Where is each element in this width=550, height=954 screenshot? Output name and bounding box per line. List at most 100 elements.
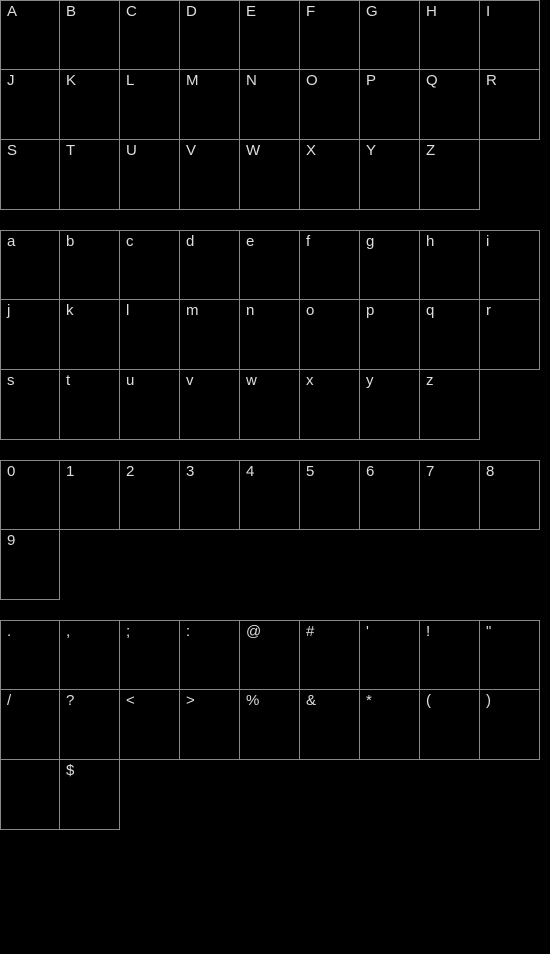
glyph-label: b [66,234,74,249]
glyph-label: T [66,143,75,158]
glyph-label: 3 [186,464,194,479]
glyph-label: K [66,73,76,88]
glyph-label: ( [426,693,431,708]
glyph-label: 6 [366,464,374,479]
glyph-cell [0,760,60,830]
section-uppercase: ABCDEFGHIJKLMNOPQRSTUVWXYZ [0,0,550,210]
glyph-label: Z [426,143,435,158]
glyph-label: W [246,143,260,158]
section-lowercase: abcdefghijklmnopqrstuvwxyz [0,230,550,440]
character-map: ABCDEFGHIJKLMNOPQRSTUVWXYZabcdefghijklmn… [0,0,550,830]
glyph-label: t [66,373,70,388]
glyph-label: p [366,303,374,318]
glyph-cell: A [0,0,60,70]
glyph-cell: y [360,370,420,440]
glyph-label: 1 [66,464,74,479]
glyph-cell: G [360,0,420,70]
glyph-cell: Z [420,140,480,210]
glyph-label: C [126,4,137,19]
glyph-label: f [306,234,310,249]
glyph-cell: K [60,70,120,140]
glyph-cell: d [180,230,240,300]
glyph-cell: * [360,690,420,760]
glyph-label: 8 [486,464,494,479]
glyph-cell: ' [360,620,420,690]
glyph-cell: e [240,230,300,300]
glyph-cell: I [480,0,540,70]
glyph-cell: ) [480,690,540,760]
glyph-label: d [186,234,194,249]
glyph-label: . [7,624,11,639]
glyph-cell: x [300,370,360,440]
glyph-cell: t [60,370,120,440]
glyph-cell: ( [420,690,480,760]
glyph-label: M [186,73,199,88]
glyph-label: H [426,4,437,19]
glyph-cell: N [240,70,300,140]
glyph-cell: D [180,0,240,70]
glyph-label: E [246,4,256,19]
glyph-cell: o [300,300,360,370]
glyph-cell: j [0,300,60,370]
glyph-cell: h [420,230,480,300]
glyph-label: J [7,73,15,88]
glyph-label: 9 [7,533,15,548]
glyph-label: $ [66,763,74,778]
glyph-cell: B [60,0,120,70]
glyph-cell: 4 [240,460,300,530]
glyph-label: / [7,693,11,708]
glyph-cell: ! [420,620,480,690]
glyph-cell: L [120,70,180,140]
glyph-cell: . [0,620,60,690]
glyph-label: w [246,373,257,388]
glyph-cell: , [60,620,120,690]
glyph-cell: S [0,140,60,210]
glyph-cell: C [120,0,180,70]
glyph-cell: : [180,620,240,690]
glyph-label: I [486,4,490,19]
glyph-label: L [126,73,134,88]
glyph-label: > [186,693,195,708]
glyph-label: N [246,73,257,88]
glyph-label: ? [66,693,74,708]
glyph-cell: c [120,230,180,300]
glyph-label: h [426,234,434,249]
glyph-label: s [7,373,15,388]
glyph-label: F [306,4,315,19]
glyph-cell: b [60,230,120,300]
glyph-label: v [186,373,194,388]
glyph-cell: U [120,140,180,210]
glyph-label: & [306,693,316,708]
glyph-label: 4 [246,464,254,479]
glyph-label: @ [246,624,261,639]
glyph-label: j [7,303,10,318]
glyph-label: , [66,624,70,639]
glyph-label: X [306,143,316,158]
glyph-cell: 7 [420,460,480,530]
glyph-cell: " [480,620,540,690]
glyph-cell: w [240,370,300,440]
glyph-label: g [366,234,374,249]
glyph-label: ) [486,693,491,708]
glyph-cell: P [360,70,420,140]
glyph-label: y [366,373,374,388]
glyph-label: U [126,143,137,158]
glyph-label: e [246,234,254,249]
glyph-cell: a [0,230,60,300]
glyph-label: P [366,73,376,88]
glyph-cell: 0 [0,460,60,530]
glyph-cell: p [360,300,420,370]
glyph-cell: / [0,690,60,760]
glyph-cell: 2 [120,460,180,530]
glyph-cell: T [60,140,120,210]
glyph-label: * [366,693,372,708]
glyph-cell: O [300,70,360,140]
section-symbols: .,;:@#'!"/?<>%&*()$ [0,620,550,830]
glyph-cell: $ [60,760,120,830]
glyph-cell: R [480,70,540,140]
glyph-label: 7 [426,464,434,479]
glyph-label: # [306,624,314,639]
glyph-label: i [486,234,489,249]
glyph-label: k [66,303,74,318]
glyph-cell: V [180,140,240,210]
